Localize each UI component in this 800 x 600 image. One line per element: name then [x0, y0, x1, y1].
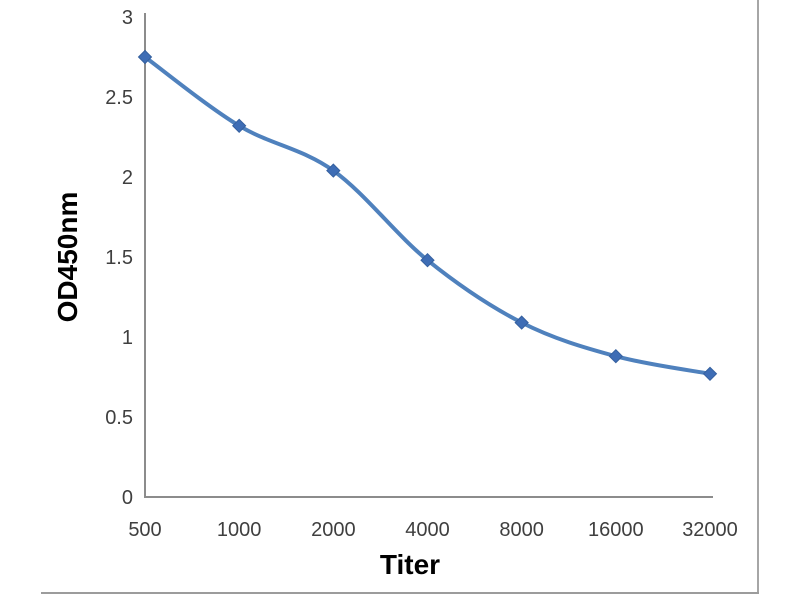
data-point-marker: [137, 49, 153, 65]
y-tick-label: 2.5: [105, 87, 133, 109]
x-tick-label: 2000: [311, 519, 356, 541]
x-tick-label: 1000: [217, 519, 262, 541]
x-tick-label: 4000: [405, 519, 450, 541]
image-border-bottom: [41, 592, 759, 594]
data-point-marker: [420, 252, 435, 268]
y-tick-label: 0.5: [105, 407, 133, 429]
x-tick-label: 32000: [682, 519, 738, 541]
y-tick-label: 1: [122, 327, 133, 349]
y-tick-label: 0: [122, 487, 133, 509]
x-tick-label: 8000: [499, 519, 544, 541]
data-point-marker: [231, 118, 247, 134]
data-point-marker: [702, 366, 718, 382]
y-tick-label: 3: [122, 7, 133, 29]
y-axis-title: OD450nm: [52, 191, 83, 323]
x-tick-label: 16000: [588, 519, 644, 541]
data-point-marker: [326, 163, 341, 178]
data-point-marker: [608, 348, 624, 364]
image-border-right: [757, 0, 759, 594]
x-tick-label: 500: [128, 519, 161, 541]
data-series-line: [143, 55, 712, 376]
y-tick-label: 1.5: [105, 247, 133, 269]
y-tick-label: 2: [122, 167, 133, 189]
x-axis-title: Titer: [379, 549, 441, 580]
data-point-marker: [514, 315, 529, 330]
